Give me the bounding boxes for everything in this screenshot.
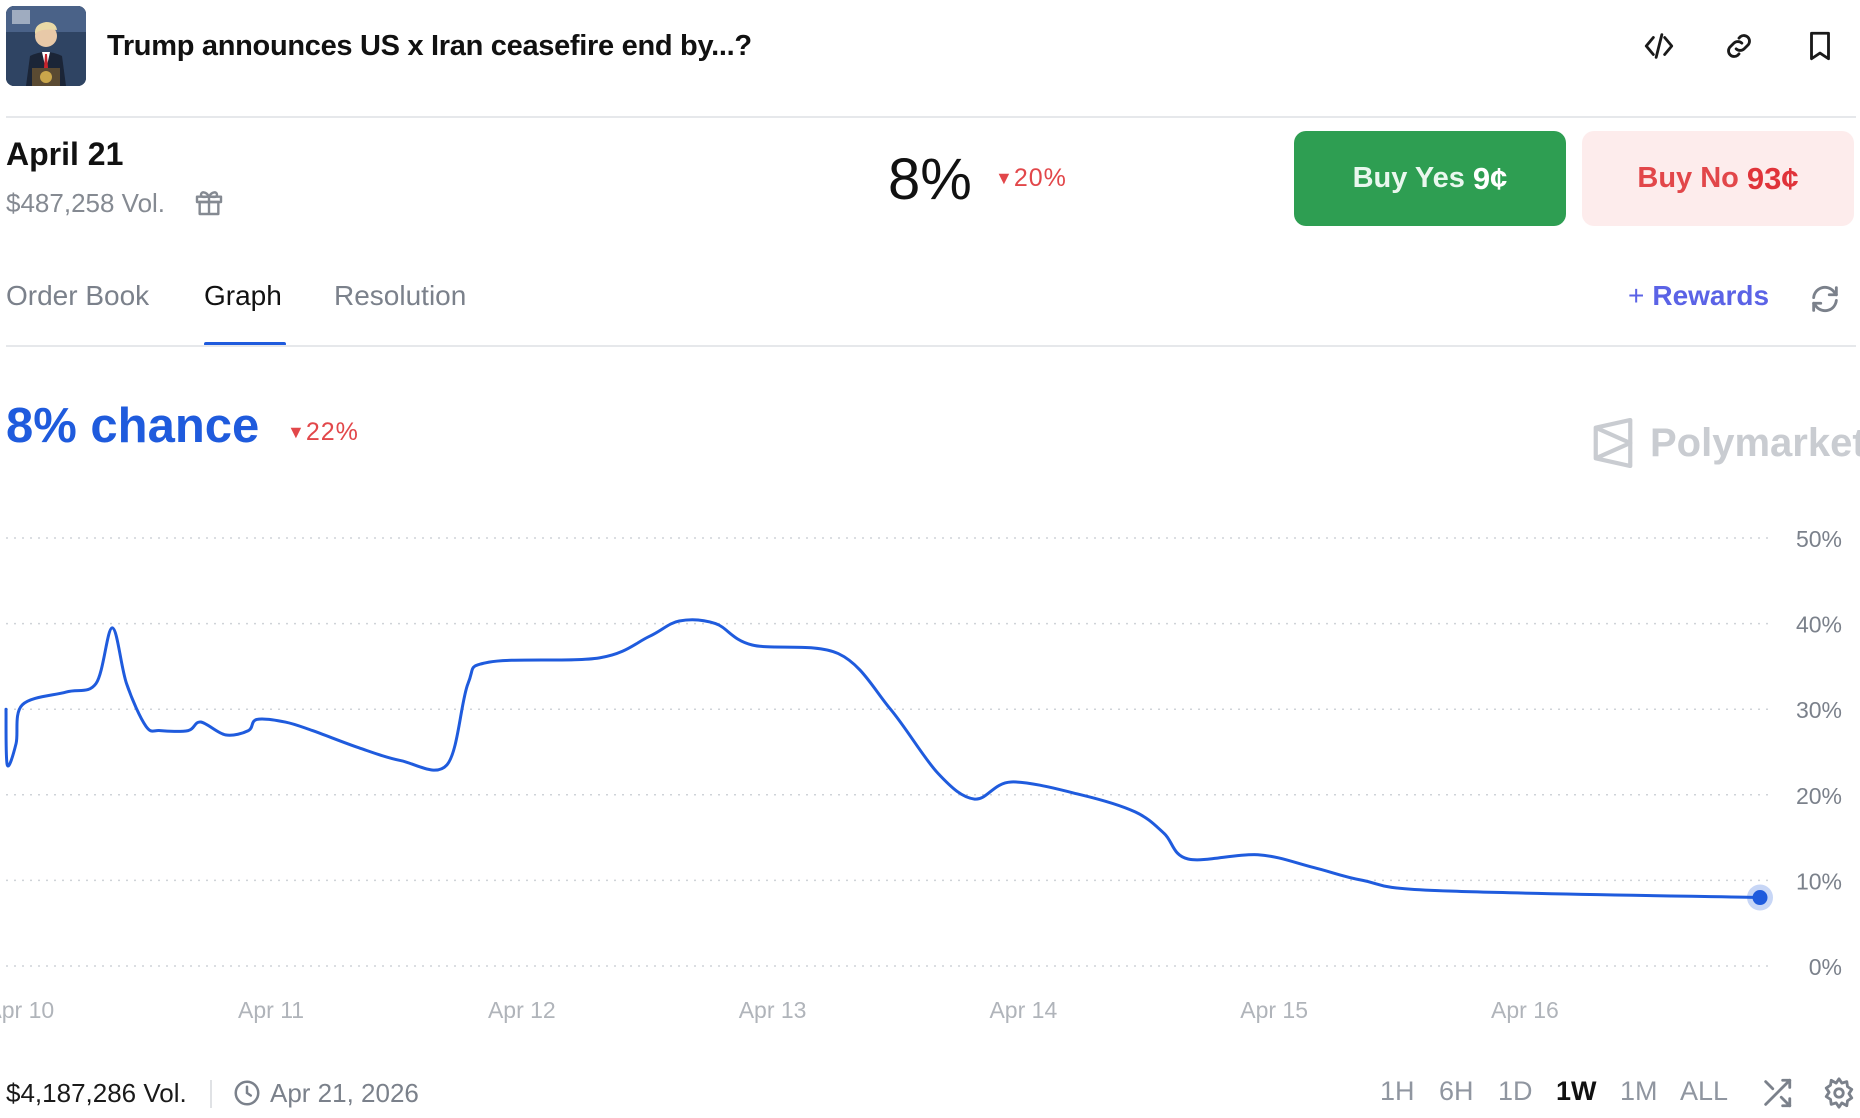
outcome-change: ▼20% xyxy=(995,164,1067,193)
outcome-date: April 21 xyxy=(6,136,124,172)
x-tick-label: Apr 11 xyxy=(238,997,304,1023)
outcome-probability: 8% xyxy=(888,147,972,212)
active-tab-indicator xyxy=(204,342,286,346)
range-1h[interactable]: 1H xyxy=(1380,1076,1415,1106)
x-tick-label: Apr 13 xyxy=(739,997,807,1023)
y-tick-label: 40% xyxy=(1796,612,1842,638)
outcome-change-value: 20% xyxy=(1013,164,1067,192)
footer-separator xyxy=(210,1080,212,1108)
x-tick-label: Apr 14 xyxy=(989,997,1057,1023)
x-tick-label: Apr 15 xyxy=(1240,997,1308,1023)
chart-chance: 8% chance xyxy=(6,399,260,453)
range-1d[interactable]: 1D xyxy=(1498,1076,1533,1106)
buy-no-button[interactable]: Buy No 93¢ xyxy=(1582,131,1854,226)
range-6h[interactable]: 6H xyxy=(1439,1076,1474,1106)
buy-yes-label: Buy Yes xyxy=(1352,162,1465,194)
code-icon[interactable] xyxy=(1639,26,1679,66)
buy-yes-price: 9¢ xyxy=(1472,160,1508,196)
tab-graph[interactable]: Graph xyxy=(204,280,282,311)
range-1m[interactable]: 1M xyxy=(1620,1076,1658,1106)
x-tick-label: Apr 16 xyxy=(1491,997,1559,1023)
total-volume: $4,187,286 Vol. xyxy=(6,1078,187,1108)
buy-no-price: 93¢ xyxy=(1746,160,1799,196)
bookmark-icon[interactable] xyxy=(1800,26,1840,66)
range-all[interactable]: ALL xyxy=(1680,1076,1729,1106)
y-tick-label: 30% xyxy=(1796,697,1842,723)
down-triangle-icon: ▼ xyxy=(287,422,306,442)
x-tick-label: Apr 10 xyxy=(0,997,54,1023)
y-tick-label: 50% xyxy=(1796,526,1842,552)
market-thumbnail xyxy=(6,6,86,86)
clock-icon xyxy=(232,1078,262,1108)
chart-change-value: 22% xyxy=(305,418,359,446)
gift-icon[interactable] xyxy=(193,186,225,218)
plus-icon: + xyxy=(1628,280,1645,311)
rewards-button[interactable]: + Rewards xyxy=(1628,280,1769,312)
link-icon[interactable] xyxy=(1719,26,1759,66)
tab-order-book[interactable]: Order Book xyxy=(6,280,150,311)
polymarket-watermark: Polymarket xyxy=(1590,418,1860,468)
last-point xyxy=(1752,890,1768,906)
x-tick-label: Apr 12 xyxy=(488,997,556,1023)
buy-yes-button[interactable]: Buy Yes 9¢ xyxy=(1294,131,1566,226)
probability-chart[interactable]: 0% 10% 20% 30% 40% 50% Apr 10 Apr 11 Apr 12 Apr 1… xyxy=(0,500,1860,1040)
buy-no-label: Buy No xyxy=(1637,162,1739,194)
end-date: Apr 21, 2026 xyxy=(270,1078,419,1108)
down-triangle-icon: ▼ xyxy=(995,168,1014,188)
brand-name: Polymarket xyxy=(1650,420,1860,465)
range-1w[interactable]: 1W xyxy=(1556,1076,1597,1106)
tabs-divider xyxy=(6,345,1856,347)
polymarket-logo-icon xyxy=(1593,418,1633,468)
chart-change: ▼22% xyxy=(287,418,359,447)
outcome-volume: $487,258 Vol. xyxy=(6,188,166,218)
y-tick-label: 20% xyxy=(1796,783,1842,809)
rewards-label: Rewards xyxy=(1652,280,1770,311)
refresh-icon[interactable] xyxy=(1808,282,1842,316)
series-line xyxy=(4,618,1762,900)
y-tick-label: 10% xyxy=(1796,868,1842,894)
y-tick-label: 0% xyxy=(1809,954,1842,980)
shuffle-icon[interactable] xyxy=(1760,1076,1794,1110)
gear-icon[interactable] xyxy=(1822,1076,1856,1110)
tab-resolution[interactable]: Resolution xyxy=(334,280,467,311)
market-title: Trump announces US x Iran ceasefire end … xyxy=(107,30,752,62)
header-divider xyxy=(6,116,1856,118)
